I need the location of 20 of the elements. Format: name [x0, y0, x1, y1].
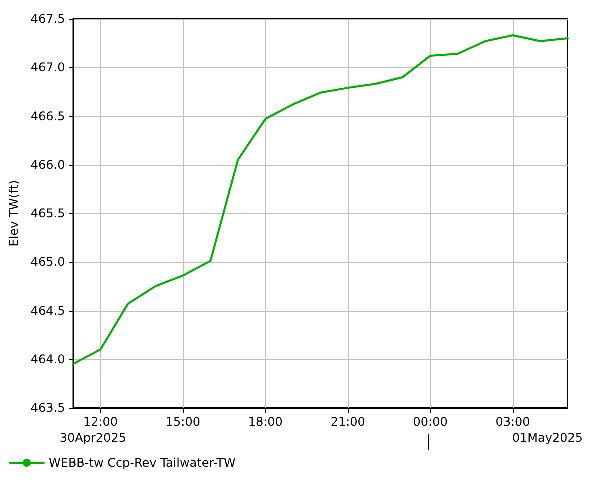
y-tick-label: 466.0 [30, 158, 66, 172]
y-tick-label: 465.5 [30, 206, 66, 220]
x-tick-label: 18:00 [248, 415, 283, 429]
x-tick-label: 12:00 [83, 415, 118, 429]
text: 30Apr2025 [60, 431, 126, 445]
y-tick-label: 467.5 [30, 12, 66, 26]
y-tick-label: 467.0 [30, 60, 66, 75]
y-axis-title: Elev TW(ft) [7, 180, 21, 247]
x-tick-label: 15:00 [166, 415, 200, 429]
y-tick-label: 465.0 [30, 255, 66, 270]
line-series [72, 34, 569, 366]
y-tick-label: 466.5 [30, 109, 66, 124]
x-tick-label: 00:00 [413, 415, 448, 429]
y-tick-label: 464.0 [30, 352, 66, 366]
legend-label: WEBB-tw Ccp-Rev Tailwater-TW [49, 456, 236, 470]
y-tick-label: 463.5 [30, 401, 66, 415]
x-tick-label: 21:00 [330, 415, 366, 429]
text: 01May2025 [512, 431, 584, 445]
x-tick-label: 03:00 [496, 415, 530, 429]
y-tick-label: 464.5 [30, 304, 66, 318]
